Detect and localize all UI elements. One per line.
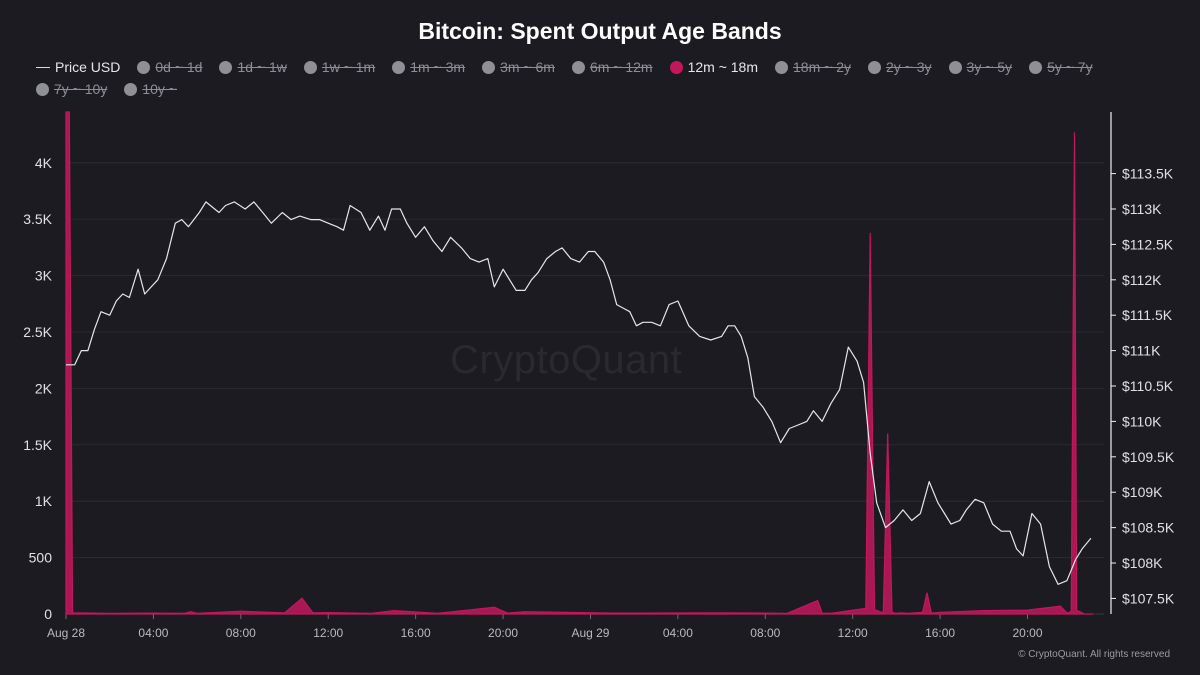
legend-label: 2y ~ 3y [886, 59, 932, 75]
y-left-tick-label: 2K [35, 380, 53, 396]
x-tick-label: 04:00 [663, 626, 693, 640]
legend-label: 0d ~ 1d [155, 59, 203, 75]
y-right-tick-label: $110K [1122, 413, 1162, 429]
y-right-tick-label: $108K [1122, 555, 1163, 571]
legend-dot-marker [124, 82, 138, 96]
legend-dot-marker [36, 82, 49, 96]
watermark: CryptoQuant [450, 338, 683, 382]
y-left-tick-label: 2.5K [23, 324, 52, 340]
x-tick-label: 12:00 [838, 626, 868, 640]
legend-item-price-usd[interactable]: Price USD [36, 58, 120, 76]
legend-dot-marker [669, 60, 683, 74]
copyright-notice: © CryptoQuant. All rights reserved [1018, 649, 1170, 660]
legend-label: 3m ~ 6m [500, 59, 555, 75]
legend-label: 1w ~ 1m [321, 59, 376, 75]
legend-dot-marker [1029, 60, 1043, 74]
legend-dot-marker [219, 60, 233, 74]
legend-dot-marker [948, 60, 962, 74]
legend-item-2y-3y[interactable]: 2y ~ 3y [868, 58, 932, 76]
y-right-tick-label: $113.5K [1122, 166, 1174, 182]
legend-dot-marker [482, 60, 496, 74]
y-right-tick-label: $112K [1122, 272, 1162, 288]
y-right-tick-label: $111K [1122, 343, 1161, 359]
legend-item-1m-3m[interactable]: 1m ~ 3m [392, 58, 465, 76]
legend-line-marker [36, 66, 50, 68]
series-area-12m-18m [65, 111, 1094, 615]
x-tick-label: 16:00 [401, 626, 431, 640]
y-right-tick-label: $109K [1122, 484, 1163, 500]
legend-dot-marker [868, 60, 881, 74]
legend-dot-marker [571, 60, 585, 74]
x-tick-label: 20:00 [1013, 626, 1043, 640]
legend-item-12m-18m[interactable]: 12m ~ 18m [669, 58, 759, 76]
y-left-tick-label: 4K [35, 155, 53, 171]
legend-item-1d-1w[interactable]: 1d ~ 1w [219, 58, 287, 76]
legend-label: 5y ~ 7y [1047, 59, 1093, 75]
legend-dot-marker [775, 60, 789, 74]
x-tick-label: 08:00 [750, 626, 780, 640]
y-right-tick-label: $108.5K [1122, 520, 1175, 536]
y-left-tick-label: 500 [29, 550, 53, 566]
legend-label: 7y ~ 10y [54, 81, 108, 97]
x-tick-label: 20:00 [488, 626, 518, 640]
x-tick-label: Aug 29 [571, 626, 609, 640]
y-left-tick-label: 1.5K [23, 437, 52, 453]
x-tick-label: 12:00 [313, 626, 343, 640]
legend-label: 18m ~ 2y [793, 59, 851, 75]
legend-dot-marker [137, 60, 151, 74]
x-tick-label: 16:00 [925, 626, 955, 640]
chart-legend: Price USD 0d ~ 1d 1d ~ 1w 1w ~ 1m 1m ~ 3m 3m … [36, 58, 1186, 98]
legend-label: 1m ~ 3m [410, 59, 466, 75]
chart-title: Bitcoin: Spent Output Age Bands [418, 18, 782, 44]
y-right-tick-label: $113K [1122, 201, 1162, 217]
legend-label: 10y ~ [142, 81, 177, 97]
legend-item-10y[interactable]: 10y ~ [124, 80, 177, 98]
series-line-price-usd [66, 201, 1092, 585]
legend-label: 6m ~ 12m [589, 59, 653, 75]
x-tick-label: Aug 28 [47, 626, 85, 640]
y-left-tick-label: 3K [35, 268, 53, 284]
legend-item-0d-1d[interactable]: 0d ~ 1d [137, 58, 202, 76]
y-left-tick-label: 3.5K [23, 211, 52, 227]
y-left-tick-label: 0 [44, 606, 52, 622]
y-right-tick-label: $110.5K [1122, 378, 1174, 394]
x-tick-label: 04:00 [138, 626, 168, 640]
legend-item-18m-2y[interactable]: 18m ~ 2y [775, 58, 851, 76]
legend-label: Price USD [55, 59, 121, 75]
x-tick-label: 08:00 [226, 626, 256, 640]
legend-item-7y-10y[interactable]: 7y ~ 10y [36, 80, 107, 98]
y-right-tick-label: $109.5K [1122, 449, 1175, 465]
legend-label: 3y ~ 5y [966, 59, 1013, 75]
legend-label: 12m ~ 18m [687, 59, 759, 75]
legend-label: 1d ~ 1w [237, 59, 287, 75]
legend-dot-marker [392, 60, 406, 74]
legend-item-5y-7y[interactable]: 5y ~ 7y [1029, 58, 1093, 76]
y-right-tick-label: $111.5K [1122, 307, 1173, 323]
legend-item-3y-5y[interactable]: 3y ~ 5y [948, 58, 1013, 76]
y-left-tick-label: 1K [35, 493, 53, 509]
legend-item-6m-12m[interactable]: 6m ~ 12m [571, 58, 653, 76]
legend-dot-marker [303, 60, 317, 74]
y-right-tick-label: $107.5K [1122, 590, 1175, 606]
legend-item-3m-6m[interactable]: 3m ~ 6m [482, 58, 555, 76]
legend-item-1w-1m[interactable]: 1w ~ 1m [303, 58, 376, 76]
y-right-tick-label: $112.5K [1122, 236, 1174, 252]
